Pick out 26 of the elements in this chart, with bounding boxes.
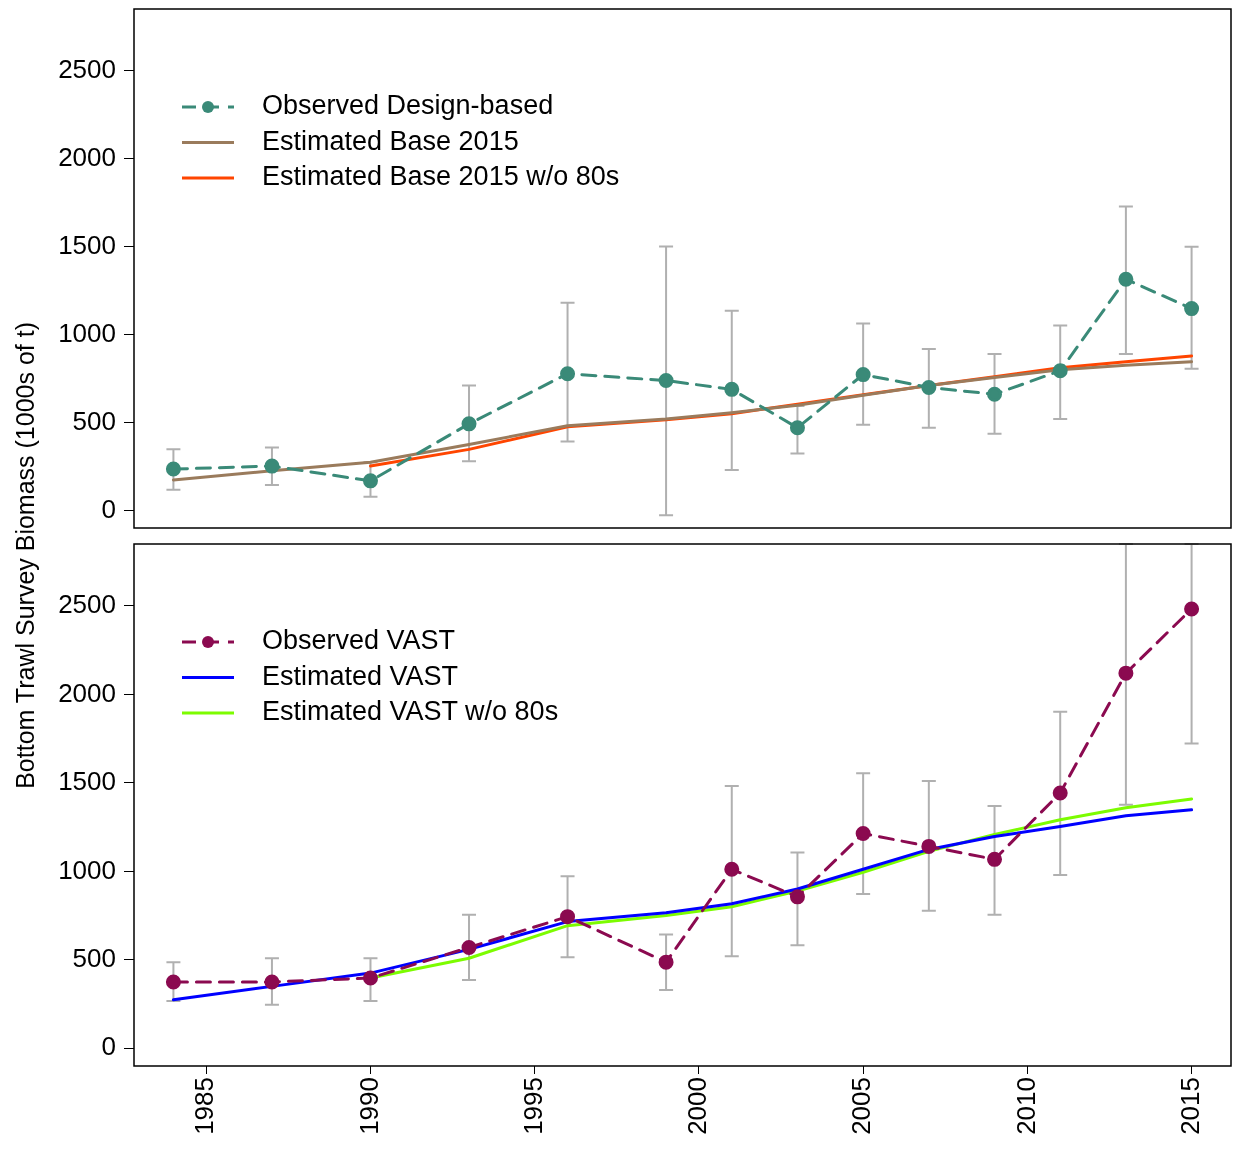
y-tick-label: 1500: [58, 229, 116, 260]
legend-label: Estimated VAST w/o 80s: [262, 696, 559, 727]
legend-label: Observed VAST: [262, 625, 456, 656]
y-tick-label: 500: [72, 405, 116, 436]
x-tick-label: 2010: [1010, 1077, 1041, 1135]
legend-label: Observed Design-based: [262, 90, 554, 121]
y-tick-label: 2000: [58, 141, 116, 172]
y-tick-label: 2500: [58, 53, 116, 84]
x-tick-label: 2005: [846, 1077, 877, 1135]
legend-label: Estimated Base 2015: [262, 125, 519, 156]
y-tick-label: 1000: [58, 854, 116, 885]
y-tick-label: 2500: [58, 589, 116, 620]
x-tick-label: 1995: [517, 1077, 548, 1135]
y-tick-label: 1000: [58, 317, 116, 348]
y-tick-label: 0: [101, 493, 116, 524]
y-tick-label: 2000: [58, 677, 116, 708]
legend-label: Estimated VAST: [262, 660, 459, 691]
y-tick-label: 1500: [58, 766, 116, 797]
x-tick-label: 2015: [1174, 1077, 1205, 1135]
x-tick-label: 1990: [353, 1077, 384, 1135]
legend-label: Estimated Base 2015 w/o 80s: [262, 161, 620, 192]
y-tick-label: 0: [101, 1031, 116, 1062]
x-tick-label: 2000: [682, 1077, 713, 1135]
x-tick-label: 1985: [189, 1077, 220, 1135]
y-axis-title: Bottom Trawl Survey Biomass (1000s of t): [10, 321, 40, 789]
y-tick-label: 500: [72, 943, 116, 973]
